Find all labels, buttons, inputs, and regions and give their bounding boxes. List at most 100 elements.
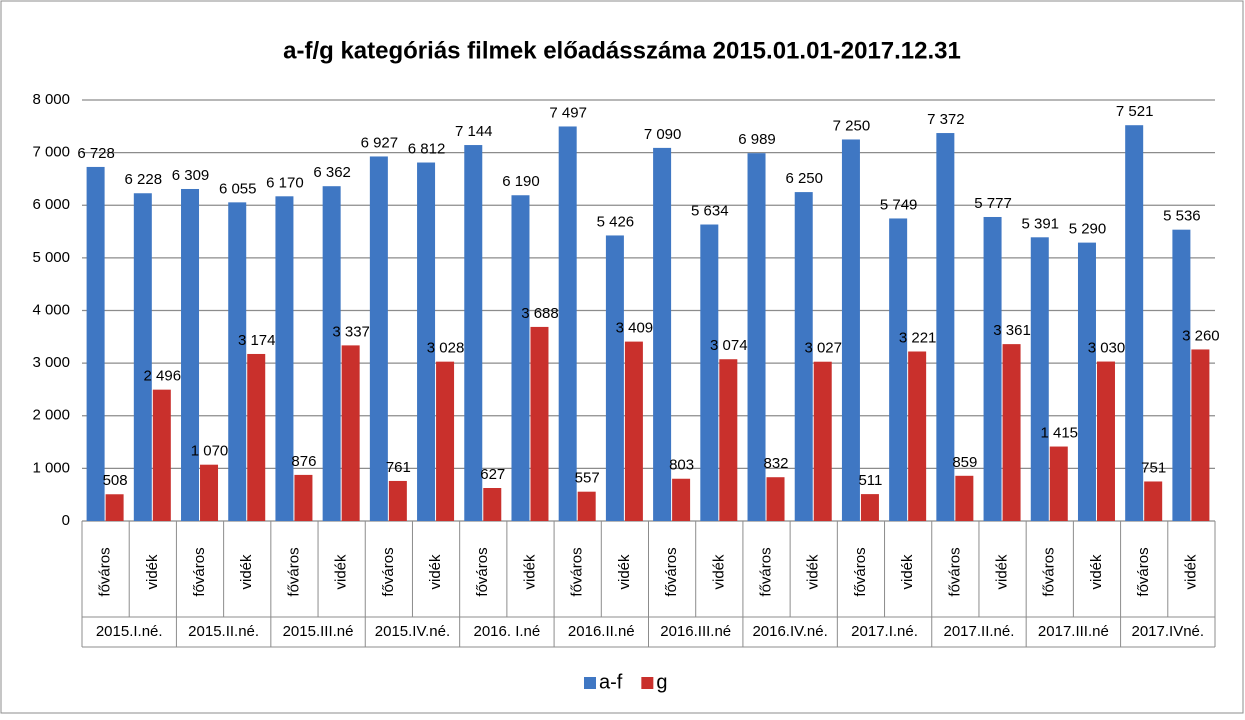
data-label: 6 728 xyxy=(77,145,115,162)
y-tick-label: 7 000 xyxy=(32,144,70,161)
bar xyxy=(1172,229,1191,521)
x-tick-label: vidék xyxy=(899,554,916,590)
legend-swatch xyxy=(584,677,596,689)
x-tick-label: főváros xyxy=(97,547,114,596)
x-tick-label: főváros xyxy=(285,547,302,596)
data-label: 7 144 xyxy=(455,123,493,140)
data-label: 3 221 xyxy=(899,329,937,346)
data-label: 1 070 xyxy=(191,443,229,460)
bar xyxy=(275,196,294,521)
data-label: 6 989 xyxy=(738,131,776,148)
bar xyxy=(700,224,719,522)
bar xyxy=(1096,361,1115,521)
data-label: 7 250 xyxy=(833,117,871,134)
chart-title: a-f/g kategóriás filmek előadásszáma 201… xyxy=(283,37,961,64)
data-label: 876 xyxy=(291,453,316,470)
group-label: 2015.IV.né. xyxy=(375,623,450,640)
bar xyxy=(672,478,691,521)
data-label: 3 028 xyxy=(427,340,465,357)
data-label: 511 xyxy=(858,472,882,489)
group-label: 2016. I.né xyxy=(474,623,541,640)
bar xyxy=(766,477,785,521)
bar xyxy=(133,193,152,521)
y-tick-label: 4 000 xyxy=(32,301,70,318)
data-label: 6 309 xyxy=(172,167,210,184)
group-label: 2016.II.né xyxy=(568,623,635,640)
bar xyxy=(322,186,341,521)
bar xyxy=(152,389,171,521)
bar xyxy=(511,195,530,521)
x-tick-label: főváros xyxy=(757,547,774,596)
data-label: 6 250 xyxy=(785,170,823,187)
bar xyxy=(955,475,974,521)
bar xyxy=(388,480,407,521)
bar xyxy=(483,488,502,521)
x-tick-label: főváros xyxy=(474,547,491,596)
bar xyxy=(1125,125,1144,522)
bar xyxy=(1077,242,1096,521)
bar xyxy=(794,192,813,521)
data-label: 6 228 xyxy=(125,171,163,188)
data-label: 761 xyxy=(386,459,411,476)
data-label: 5 634 xyxy=(691,202,729,219)
data-label: 6 190 xyxy=(502,173,540,190)
bar xyxy=(436,361,455,521)
data-label: 7 497 xyxy=(549,104,587,121)
x-tick-label: vidék xyxy=(427,554,444,590)
bar xyxy=(813,361,832,521)
group-label: 2017.IVné. xyxy=(1132,623,1205,640)
bar xyxy=(577,491,596,521)
bar xyxy=(908,351,927,521)
data-label: 7 372 xyxy=(927,111,965,128)
data-label: 3 260 xyxy=(1182,327,1220,344)
group-label: 2017.II.né. xyxy=(944,623,1015,640)
data-label: 3 688 xyxy=(521,305,559,322)
bar xyxy=(1002,344,1021,521)
y-tick-label: 0 xyxy=(62,512,70,529)
bar xyxy=(294,474,313,521)
x-tick-label: főváros xyxy=(380,547,397,596)
bar xyxy=(247,353,266,521)
data-label: 6 927 xyxy=(361,134,399,151)
x-tick-label: vidék xyxy=(521,554,538,590)
data-label: 3 074 xyxy=(710,337,748,354)
data-label: 3 409 xyxy=(616,320,654,337)
y-tick-label: 8 000 xyxy=(32,91,70,108)
bar xyxy=(1030,237,1049,521)
data-label: 6 170 xyxy=(266,174,304,191)
legend-label: g xyxy=(656,671,667,693)
data-label: 3 337 xyxy=(332,323,370,340)
data-label: 3 030 xyxy=(1088,340,1126,357)
data-label: 2 496 xyxy=(144,368,182,385)
data-label: 6 362 xyxy=(313,164,351,181)
data-label: 3 027 xyxy=(804,340,842,357)
bar xyxy=(889,218,908,522)
data-label: 3 174 xyxy=(238,332,276,349)
bar xyxy=(417,162,436,521)
x-tick-label: főváros xyxy=(852,547,869,596)
x-tick-label: vidék xyxy=(805,554,822,590)
data-label: 7 090 xyxy=(644,126,682,143)
data-label: 1 415 xyxy=(1040,425,1078,442)
x-tick-label: főváros xyxy=(1041,547,1058,596)
x-tick-label: vidék xyxy=(994,554,1011,590)
bar xyxy=(841,139,860,521)
data-label: 7 521 xyxy=(1116,103,1154,120)
legend-label: a-f xyxy=(599,671,623,693)
data-label: 832 xyxy=(764,455,789,472)
data-label: 5 536 xyxy=(1163,208,1201,225)
data-label: 627 xyxy=(480,466,505,483)
x-tick-label: főváros xyxy=(1135,547,1152,596)
bar xyxy=(860,494,879,521)
group-label: 2017.III.né xyxy=(1038,623,1109,640)
legend-swatch xyxy=(641,677,654,689)
data-label: 803 xyxy=(669,457,694,474)
bar xyxy=(719,359,738,521)
y-tick-label: 6 000 xyxy=(32,196,70,213)
bar xyxy=(624,341,643,521)
group-label: 2017.I.né. xyxy=(851,623,918,640)
x-tick-label: vidék xyxy=(710,554,727,590)
bar xyxy=(341,345,360,521)
x-tick-label: vidék xyxy=(616,554,633,590)
x-tick-label: vidék xyxy=(1182,554,1199,590)
